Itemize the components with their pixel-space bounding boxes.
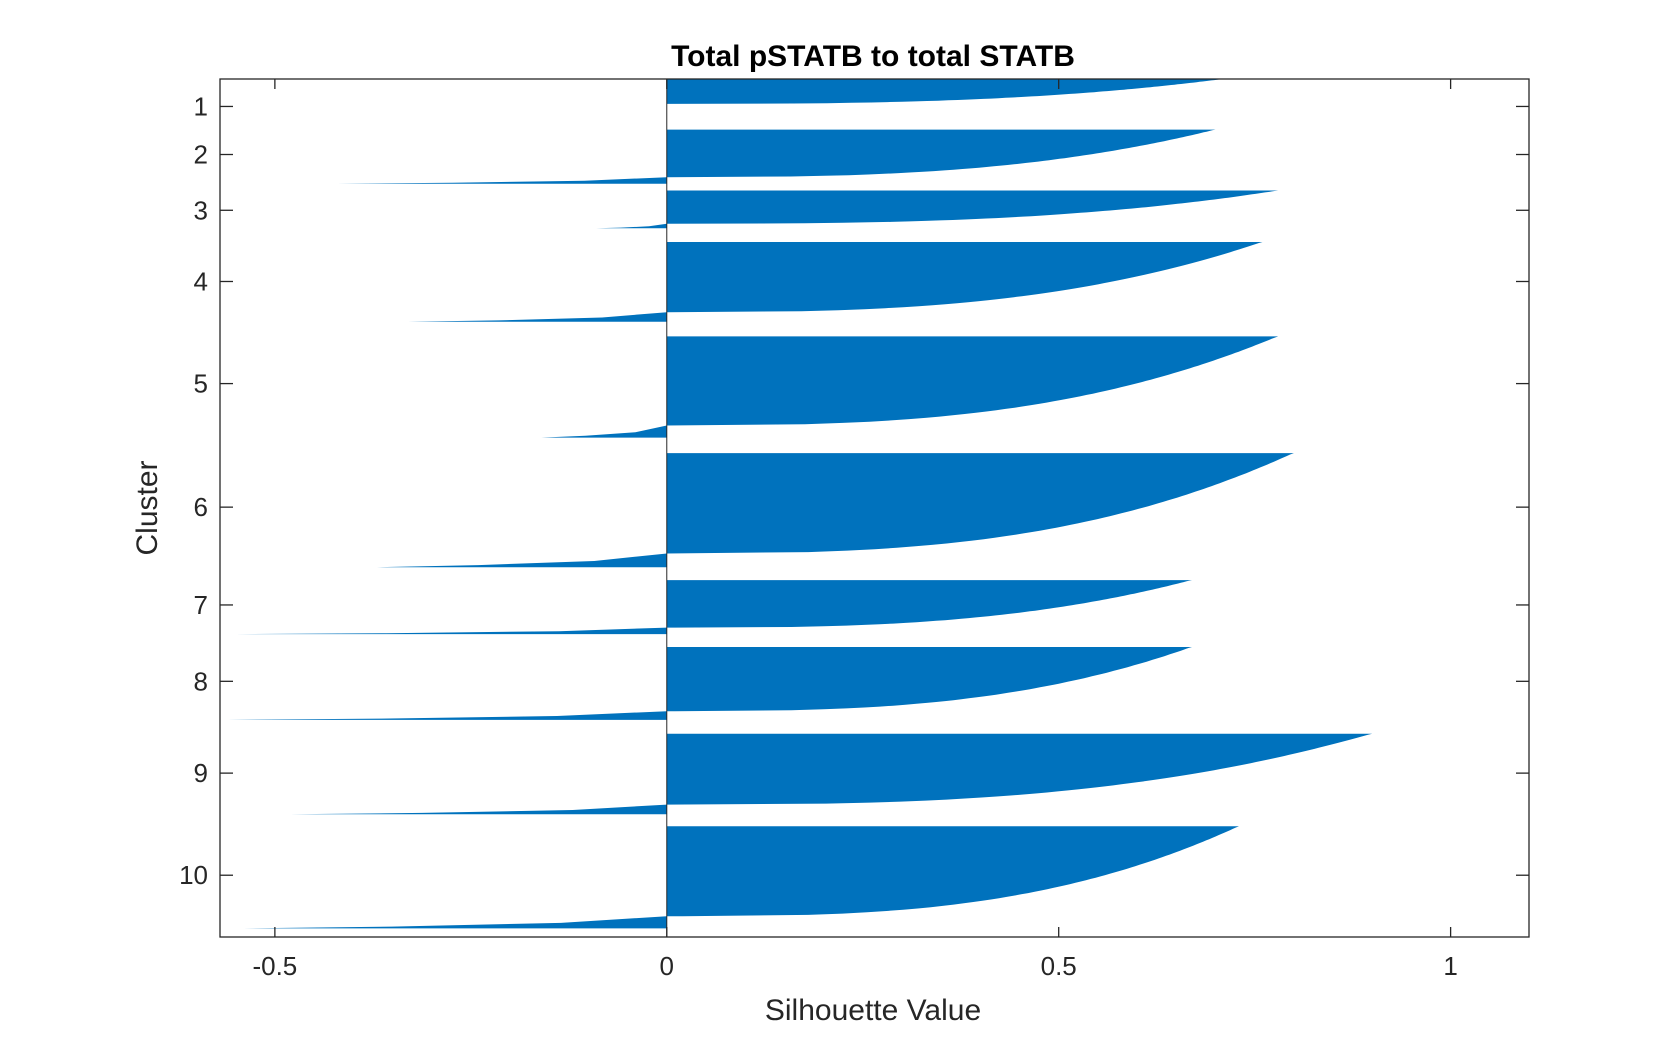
cluster-3-positive-bars — [666, 190, 1279, 224]
cluster-8-negative-bars — [227, 711, 667, 720]
x-tick-label: 0.5 — [1041, 951, 1077, 981]
cluster-7-negative-bars — [235, 627, 667, 635]
cluster-10-positive-bars — [666, 826, 1239, 917]
y-tick-label: 3 — [194, 195, 208, 225]
cluster-6-negative-bars — [376, 553, 667, 568]
cluster-8-positive-bars — [666, 647, 1192, 712]
y-tick-label: 1 — [194, 91, 208, 121]
cluster-2-negative-bars — [337, 177, 667, 184]
cluster-2-positive-bars — [666, 129, 1216, 178]
y-tick-label: 5 — [194, 369, 208, 399]
y-tick-label: 4 — [194, 266, 208, 296]
cluster-7-positive-bars — [666, 580, 1192, 628]
x-tick-label: 0 — [660, 951, 674, 981]
y-ticks: 1 2 3 4 5 6 7 8 9 10 — [179, 91, 1529, 890]
cluster-9-negative-bars — [290, 804, 667, 815]
y-tick-label: 9 — [194, 758, 208, 788]
cluster-6-positive-bars — [666, 453, 1294, 554]
cluster-1-positive-bars — [666, 79, 1224, 104]
chart-title: Total pSTATB to total STATB — [671, 40, 1075, 73]
y-tick-label: 7 — [194, 590, 208, 620]
y-tick-label: 8 — [194, 666, 208, 696]
x-tick-label: -0.5 — [252, 951, 297, 981]
cluster-5-negative-bars — [541, 425, 667, 438]
cluster-10-negative-bars — [243, 916, 667, 929]
plot-frame — [219, 78, 1530, 938]
cluster-3-negative-bars — [596, 223, 667, 229]
y-tick-label: 10 — [179, 860, 208, 890]
bars-group — [227, 79, 1373, 929]
cluster-5-positive-bars — [666, 336, 1279, 426]
y-tick-label: 6 — [194, 492, 208, 522]
y-axis-label: Cluster — [131, 460, 164, 555]
x-ticks: -0.5 0 0.5 1 — [252, 79, 1458, 981]
y-tick-label: 2 — [194, 140, 208, 170]
x-tick-label: 1 — [1443, 951, 1457, 981]
cluster-4-positive-bars — [666, 242, 1263, 313]
cluster-4-negative-bars — [408, 312, 667, 322]
x-axis-label: Silhouette Value — [765, 994, 981, 1027]
cluster-9-positive-bars — [666, 733, 1373, 805]
